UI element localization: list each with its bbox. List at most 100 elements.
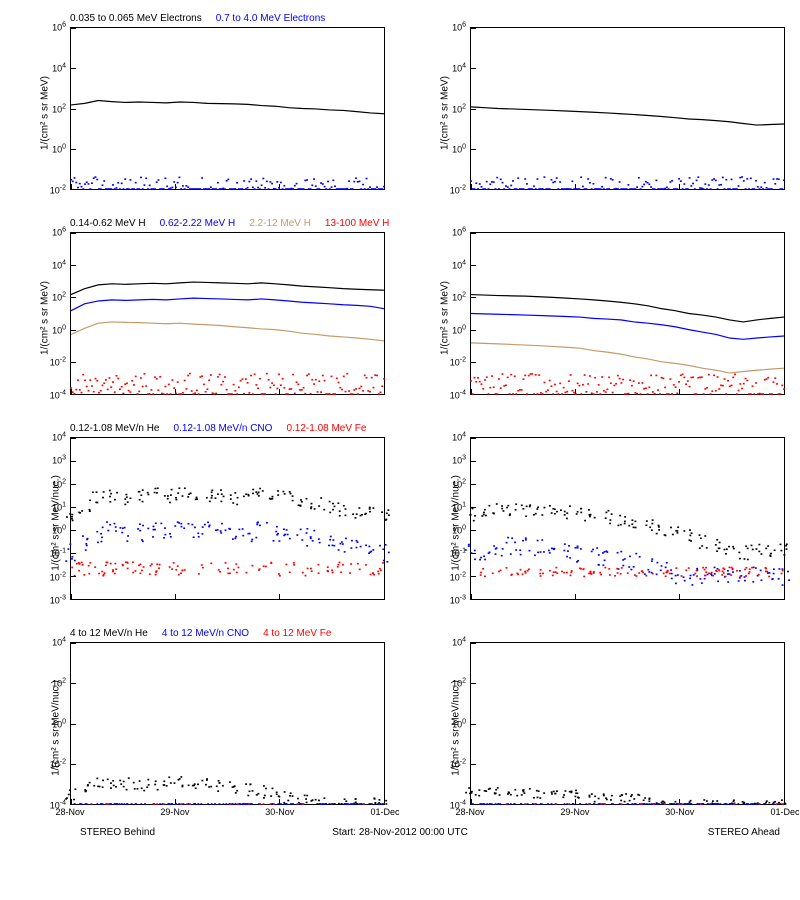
chart-area bbox=[470, 437, 785, 600]
y-tick-label: 10-3 bbox=[50, 595, 66, 606]
x-tick-label: 01-Dec bbox=[770, 807, 799, 817]
legend: 0.035 to 0.065 MeV Electrons 0.7 to 4.0 M… bbox=[70, 13, 410, 24]
legend-item: 4 to 12 MeV/n He bbox=[70, 628, 148, 639]
y-tick-label: 106 bbox=[52, 22, 66, 33]
panel-r2-right: 1/(cm² s sr MeV/nuc.)10-310-210-11001011… bbox=[410, 425, 790, 620]
legend-item: 0.12-1.08 MeV/n He bbox=[70, 423, 160, 434]
legend-item: 2.2-12 MeV H bbox=[249, 218, 311, 229]
y-tick-label: 104 bbox=[452, 637, 466, 648]
y-tick-label: 102 bbox=[452, 677, 466, 688]
footer: STEREO Behind Start: 28-Nov-2012 00:00 U… bbox=[10, 827, 790, 847]
x-tick-label: 29-Nov bbox=[160, 807, 189, 817]
y-tick-label: 102 bbox=[52, 478, 66, 489]
panel-r1-right: 1/(cm² s sr MeV)10-410-2100102104106 bbox=[410, 220, 790, 415]
y-tick-label: 104 bbox=[52, 432, 66, 443]
y-tick-label: 10-4 bbox=[50, 390, 66, 401]
plot-svg bbox=[71, 643, 384, 804]
x-tick-label: 28-Nov bbox=[455, 807, 484, 817]
panel-r3-right: 1/(cm² s sr MeV/nuc.)10-410-210010210428… bbox=[410, 630, 790, 825]
y-tick-label: 10-4 bbox=[450, 390, 466, 401]
chart-area bbox=[70, 437, 385, 600]
legend-item: 0.62-2.22 MeV H bbox=[160, 218, 236, 229]
legend-item: 4 to 12 MeV/n CNO bbox=[162, 628, 249, 639]
panel-r0-left: 0.035 to 0.065 MeV Electrons 0.7 to 4.0 M… bbox=[10, 15, 390, 210]
chart-grid: 0.035 to 0.065 MeV Electrons 0.7 to 4.0 M… bbox=[0, 0, 800, 825]
x-tick-label: 29-Nov bbox=[560, 807, 589, 817]
y-ticks: 10-410-2100102104106 bbox=[428, 232, 468, 395]
x-ticks: 28-Nov29-Nov30-Nov01-Dec bbox=[70, 807, 385, 823]
y-tick-label: 10-2 bbox=[450, 759, 466, 770]
chart-area bbox=[70, 642, 385, 805]
y-tick-label: 100 bbox=[52, 144, 66, 155]
y-tick-label: 102 bbox=[52, 103, 66, 114]
legend: 4 to 12 MeV/n He 4 to 12 MeV/n CNO 4 to 12… bbox=[70, 628, 410, 639]
y-tick-label: 100 bbox=[52, 718, 66, 729]
panel-r0-right: 1/(cm² s sr MeV)10-2100102104106 bbox=[410, 15, 790, 210]
x-tick-label: 01-Dec bbox=[370, 807, 399, 817]
panel-r3-left: 4 to 12 MeV/n He 4 to 12 MeV/n CNO 4 to 12… bbox=[10, 630, 390, 825]
legend-item: 4 to 12 MeV Fe bbox=[263, 628, 331, 639]
plot-svg bbox=[71, 28, 384, 189]
y-ticks: 10-410-2100102104 bbox=[428, 642, 468, 805]
y-tick-label: 10-2 bbox=[50, 357, 66, 368]
y-tick-label: 10-2 bbox=[50, 759, 66, 770]
y-tick-label: 102 bbox=[452, 292, 466, 303]
y-ticks: 10-310-210-1100101102103104 bbox=[28, 437, 68, 600]
y-tick-label: 102 bbox=[452, 478, 466, 489]
y-tick-label: 106 bbox=[452, 22, 466, 33]
y-tick-label: 106 bbox=[452, 227, 466, 238]
x-ticks: 28-Nov29-Nov30-Nov01-Dec bbox=[470, 807, 785, 823]
legend-item: 0.12-1.08 MeV/n CNO bbox=[174, 423, 273, 434]
y-tick-label: 104 bbox=[452, 259, 466, 270]
plot-svg bbox=[471, 438, 784, 599]
panel-r1-left: 0.14-0.62 MeV H0.62-2.22 MeV H2.2-12 MeV… bbox=[10, 220, 390, 415]
y-tick-label: 100 bbox=[52, 525, 66, 536]
footer-right: STEREO Ahead bbox=[708, 827, 780, 838]
y-tick-label: 100 bbox=[52, 324, 66, 335]
y-ticks: 10-410-2100102104 bbox=[28, 642, 68, 805]
legend-item: 0.12-1.08 MeV Fe bbox=[286, 423, 366, 434]
y-tick-label: 10-2 bbox=[50, 571, 66, 582]
y-tick-label: 103 bbox=[452, 455, 466, 466]
y-tick-label: 102 bbox=[52, 677, 66, 688]
chart-area bbox=[470, 232, 785, 395]
chart-area bbox=[70, 27, 385, 190]
y-ticks: 10-310-210-1100101102103104 bbox=[428, 437, 468, 600]
plot-svg bbox=[71, 438, 384, 599]
y-tick-label: 10-2 bbox=[50, 185, 66, 196]
y-tick-label: 10-3 bbox=[450, 595, 466, 606]
legend-item: 13-100 MeV H bbox=[325, 218, 389, 229]
legend-item: 0.7 to 4.0 MeV Electrons bbox=[216, 13, 326, 24]
plot-svg bbox=[471, 643, 784, 804]
y-tick-label: 104 bbox=[452, 432, 466, 443]
y-ticks: 10-2100102104106 bbox=[28, 27, 68, 190]
y-tick-label: 10-2 bbox=[450, 571, 466, 582]
y-tick-label: 101 bbox=[52, 501, 66, 512]
footer-left: STEREO Behind bbox=[80, 827, 155, 838]
chart-area bbox=[470, 642, 785, 805]
legend-item: 0.035 to 0.065 MeV Electrons bbox=[70, 13, 202, 24]
plot-svg bbox=[71, 233, 384, 394]
y-tick-label: 10-2 bbox=[450, 185, 466, 196]
plot-svg bbox=[471, 233, 784, 394]
legend: 0.14-0.62 MeV H0.62-2.22 MeV H2.2-12 MeV… bbox=[70, 218, 410, 229]
x-tick-label: 28-Nov bbox=[55, 807, 84, 817]
legend: 0.12-1.08 MeV/n He 0.12-1.08 MeV/n CNO 0.1… bbox=[70, 423, 410, 434]
y-tick-label: 100 bbox=[452, 324, 466, 335]
y-tick-label: 104 bbox=[52, 259, 66, 270]
plot-svg bbox=[471, 28, 784, 189]
y-tick-label: 100 bbox=[452, 144, 466, 155]
y-tick-label: 10-1 bbox=[450, 548, 466, 559]
footer-center: Start: 28-Nov-2012 00:00 UTC bbox=[332, 827, 468, 838]
x-tick-label: 30-Nov bbox=[665, 807, 694, 817]
y-tick-label: 10-2 bbox=[450, 357, 466, 368]
panel-r2-left: 0.12-1.08 MeV/n He 0.12-1.08 MeV/n CNO 0.1… bbox=[10, 425, 390, 620]
chart-area bbox=[470, 27, 785, 190]
y-tick-label: 102 bbox=[52, 292, 66, 303]
y-tick-label: 100 bbox=[452, 718, 466, 729]
y-tick-label: 104 bbox=[452, 62, 466, 73]
y-tick-label: 104 bbox=[52, 637, 66, 648]
y-ticks: 10-2100102104106 bbox=[428, 27, 468, 190]
y-tick-label: 106 bbox=[52, 227, 66, 238]
y-tick-label: 101 bbox=[452, 501, 466, 512]
